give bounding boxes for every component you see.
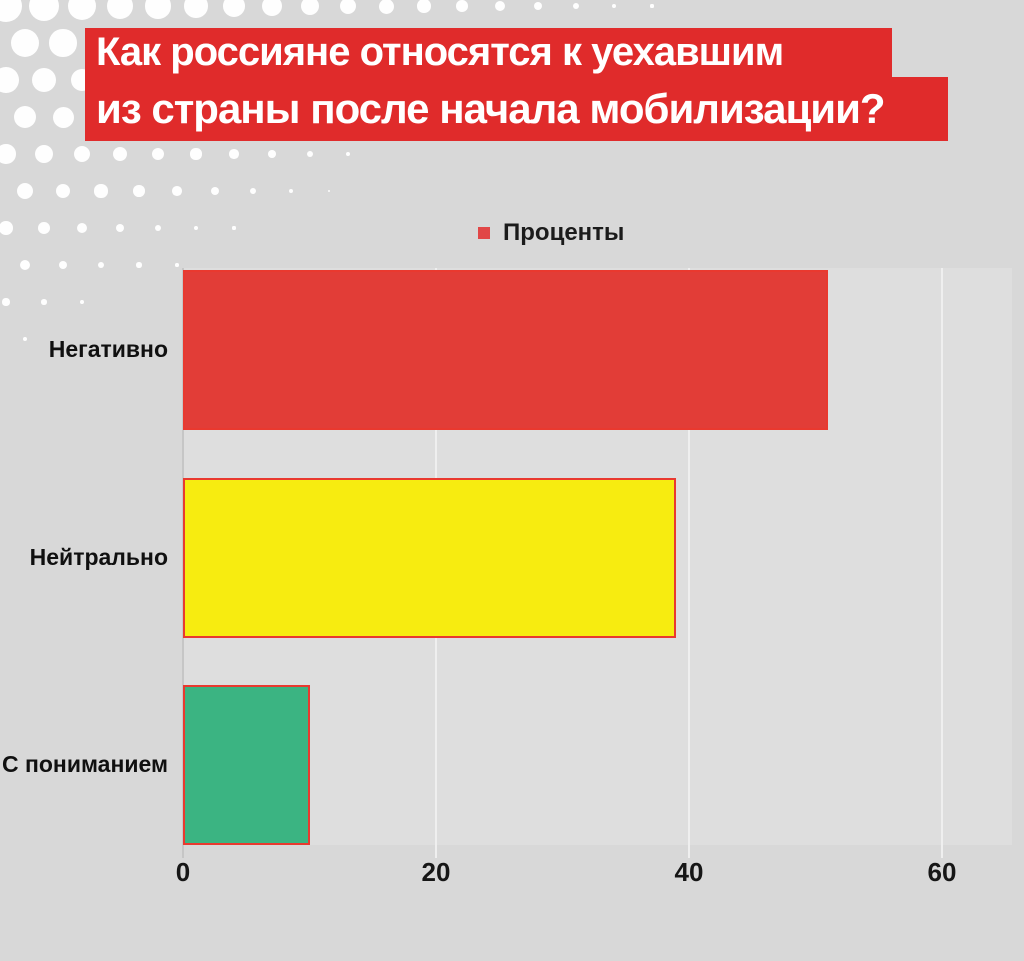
- x-tick-label-20: 20: [421, 857, 451, 887]
- halftone-dot: [184, 0, 208, 18]
- category-axis-labels: Негативно Нейтрально С пониманием: [0, 268, 170, 845]
- x-tick-label-0: 0: [175, 857, 191, 887]
- halftone-dot: [495, 1, 505, 11]
- halftone-dot: [133, 185, 145, 197]
- halftone-dot: [28, 0, 60, 22]
- halftone-dot: [307, 151, 313, 157]
- halftone-dot: [211, 187, 219, 195]
- value-axis-tick-labels: 0 20 40 60: [176, 857, 957, 889]
- halftone-dot: [261, 0, 283, 17]
- legend-marker-square-icon: [478, 227, 490, 239]
- halftone-dot: [77, 223, 87, 233]
- halftone-dot: [190, 148, 202, 160]
- halftone-dot: [0, 67, 19, 93]
- bars-layer: [183, 268, 944, 845]
- x-tick-label-60: 60: [927, 857, 957, 887]
- chart-title-line-2: из страны после начала мобилизации?: [85, 77, 948, 141]
- halftone-dot: [106, 0, 134, 20]
- category-label-1: Негативно: [48, 336, 168, 362]
- halftone-dot: [154, 224, 162, 232]
- halftone-dot: [417, 0, 431, 13]
- halftone-dot: [345, 151, 351, 157]
- halftone-dot: [67, 0, 97, 21]
- chart-legend: Проценты: [478, 219, 625, 246]
- halftone-dot: [456, 0, 468, 12]
- category-label-2: Нейтрально: [29, 544, 168, 570]
- halftone-dot: [268, 150, 276, 158]
- halftone-dot: [0, 144, 16, 164]
- halftone-dot: [288, 188, 294, 194]
- gridline-x-60: [941, 268, 943, 858]
- halftone-dot: [0, 221, 13, 235]
- category-label-3: С пониманием: [1, 751, 168, 777]
- halftone-dot: [80, 300, 84, 304]
- bar-негативно: [183, 270, 828, 430]
- halftone-dot: [232, 226, 236, 230]
- halftone-dot: [339, 0, 357, 15]
- halftone-dot: [533, 1, 543, 11]
- halftone-dot: [193, 225, 199, 231]
- halftone-dot: [327, 189, 331, 193]
- halftone-dot: [97, 261, 105, 269]
- bar-нейтрально: [183, 478, 676, 638]
- halftone-dot: [38, 222, 50, 234]
- halftone-dot: [115, 223, 125, 233]
- halftone-dot: [22, 336, 28, 342]
- halftone-dot: [112, 146, 128, 162]
- halftone-dot: [136, 262, 142, 268]
- x-tick-label-40: 40: [674, 857, 704, 887]
- halftone-dot: [41, 299, 47, 305]
- halftone-dot: [49, 29, 77, 57]
- bar-с-пониманием: [183, 685, 310, 845]
- halftone-dot: [151, 147, 165, 161]
- halftone-dot: [611, 3, 617, 9]
- halftone-dot: [249, 187, 257, 195]
- halftone-dot: [229, 149, 239, 159]
- halftone-dot: [0, 0, 22, 22]
- halftone-dot: [175, 263, 179, 267]
- halftone-dot: [10, 28, 40, 58]
- halftone-dot: [58, 260, 68, 270]
- halftone-dot: [19, 259, 31, 271]
- halftone-dot: [223, 0, 245, 17]
- halftone-dot: [2, 298, 10, 306]
- halftone-dot: [172, 186, 182, 196]
- halftone-dot: [31, 67, 57, 93]
- halftone-dot: [16, 182, 34, 200]
- halftone-dot: [378, 0, 394, 14]
- halftone-dot: [300, 0, 320, 16]
- halftone-dot: [13, 105, 37, 129]
- halftone-dot: [52, 106, 74, 128]
- halftone-dot: [55, 183, 71, 199]
- legend-series-label: Проценты: [503, 219, 625, 246]
- halftone-dot: [94, 184, 108, 198]
- halftone-dot: [572, 2, 580, 10]
- chart-title-line-1: Как россияне относятся к уехавшим: [85, 28, 892, 77]
- halftone-dot: [35, 145, 53, 163]
- halftone-dot: [145, 0, 171, 19]
- halftone-dot: [650, 4, 654, 8]
- gridline-x-40: [688, 268, 690, 858]
- halftone-dot: [73, 145, 91, 163]
